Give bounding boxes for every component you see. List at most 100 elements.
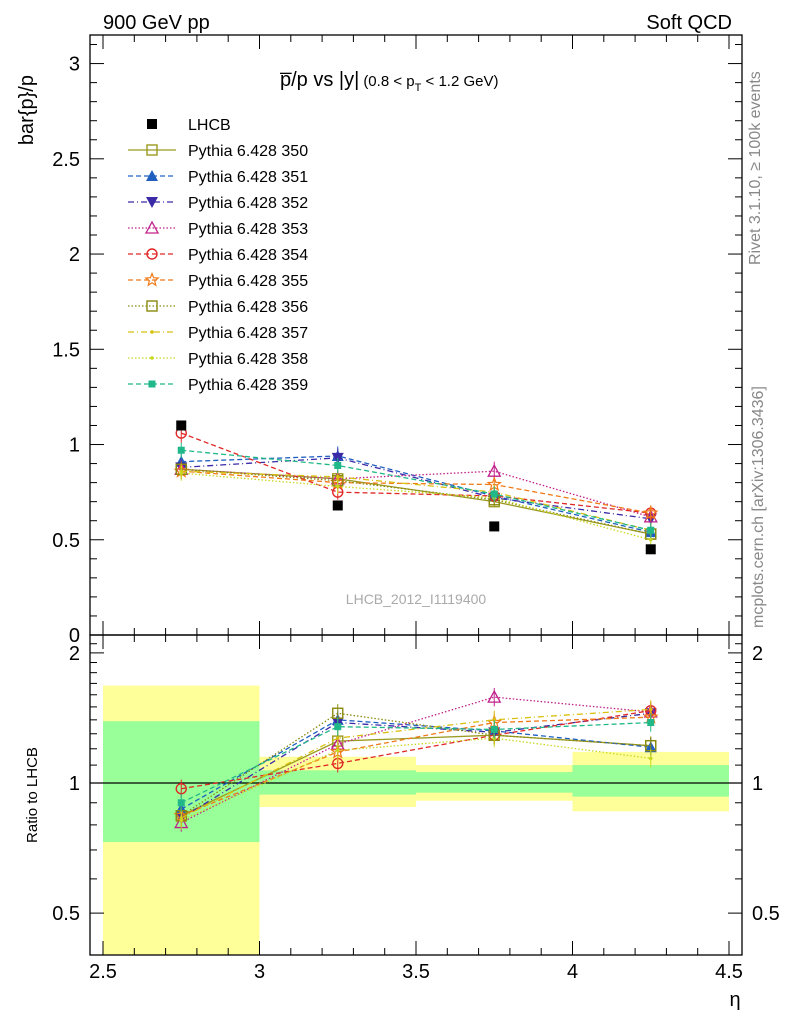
ratio-y-tick-label: 0.5 (52, 903, 80, 925)
legend-label-358: Pythia 6.428 358 (188, 351, 308, 368)
ratio-point-359 (177, 799, 185, 807)
legend-entry-354: Pythia 6.428 354 (128, 247, 308, 264)
data-point-359 (647, 526, 655, 534)
legend-label-lhcb: LHCB (188, 117, 231, 134)
series-line-352 (181, 457, 651, 520)
uncertainty-band-inner (572, 765, 729, 797)
data-point-355 (643, 504, 659, 520)
data-point-359 (334, 461, 342, 469)
ratio-point-356 (645, 739, 657, 752)
legend-entry-357: Pythia 6.428 357 (128, 325, 308, 342)
legend-entry-352: Pythia 6.428 352 (128, 195, 308, 212)
series-351 (175, 446, 657, 540)
legend-entry-lhcb: LHCB (147, 117, 231, 134)
series-lhcb (176, 420, 656, 555)
legend-label-353: Pythia 6.428 353 (188, 221, 308, 238)
ratio-panel: Ratio to LHCB η 2.5 3 3.5 4 4.5 0.5 0.5 1 1 2 2 (24, 634, 780, 1011)
ratio-line-357 (180, 708, 651, 819)
ratio-y-tick-label-right: 1 (752, 773, 763, 795)
y-tick-label: 1.5 (52, 339, 80, 361)
ratio-y-axis-label: Ratio to LHCB (24, 747, 41, 843)
legend-label-356: Pythia 6.428 356 (188, 299, 308, 316)
ratio-point-358 (179, 818, 184, 823)
ratio-point-359 (490, 725, 498, 733)
main-panel: bar{p}/p p̅/p vs |y| (0.8 < pT < 1.2 GeV)… (16, 34, 743, 647)
y-tick-label: 0.5 (52, 530, 80, 552)
x-tick-label: 3.5 (402, 961, 430, 983)
series-line-359 (181, 449, 651, 531)
legend-label-352: Pythia 6.428 352 (188, 195, 308, 212)
legend-label-355: Pythia 6.428 355 (188, 273, 308, 290)
ratio-point-357 (335, 736, 340, 740)
legend-entry-351: Pythia 6.428 351 (128, 169, 308, 186)
mcplots-credit-label: mcplots.cern.ch [arXiv:1306.3436] (750, 386, 767, 628)
legend-entry-355: Pythia 6.428 355 (128, 271, 308, 290)
series-line-354 (181, 432, 651, 514)
legend-entry-358: Pythia 6.428 358 (128, 351, 308, 368)
ratio-point-359 (647, 719, 655, 727)
y-tick-label: 0 (69, 625, 80, 647)
series-line-357 (181, 470, 651, 531)
data-point-lhcb (176, 420, 187, 431)
data-point-358 (335, 484, 340, 489)
ratio-y-tick-label: 1 (69, 773, 80, 795)
x-tick-label: 2.5 (89, 961, 117, 983)
series-359 (177, 442, 655, 538)
legend-marker-351 (146, 170, 158, 181)
legend-label-350: Pythia 6.428 350 (188, 143, 308, 160)
x-tick-label: 4.5 (715, 961, 743, 983)
ratio-point-358 (335, 748, 340, 753)
legend-marker-350 (146, 144, 158, 156)
uncertainty-band-inner (416, 772, 573, 793)
ratio-line-354 (181, 710, 651, 790)
legend: LHCB Pythia 6.428 350 Pythia 6.428 351 Pyth… (128, 117, 308, 394)
data-point-lhcb (645, 544, 656, 555)
legend-marker-353 (144, 220, 160, 234)
legend-label-357: Pythia 6.428 357 (188, 325, 308, 342)
analysis-watermark: LHCB_2012_I1119400 (346, 591, 487, 607)
data-point-359 (177, 446, 185, 454)
x-tick-label: 3 (254, 961, 265, 983)
data-point-lhcb (489, 521, 500, 532)
x-axis-label: η (729, 989, 740, 1011)
legend-label-354: Pythia 6.428 354 (188, 247, 308, 264)
ratio-point-356 (332, 707, 344, 719)
legend-entry-350: Pythia 6.428 350 (128, 143, 308, 160)
header-left: 900 GeV pp (103, 12, 210, 34)
ratio-point-353 (487, 689, 502, 703)
y-tick-label: 2.5 (52, 149, 80, 171)
legend-marker-lhcb (147, 119, 157, 129)
main-title: p̅/p vs |y| (0.8 < pT < 1.2 GeV) (280, 69, 499, 94)
ratio-series-359 (177, 713, 655, 812)
y-tick-label: 2 (69, 244, 80, 266)
header-right: Soft QCD (646, 12, 732, 34)
ratio-line-358 (180, 737, 651, 821)
legend-entry-356: Pythia 6.428 356 (128, 299, 308, 316)
data-point-353 (487, 463, 502, 477)
series-line-356 (181, 468, 651, 535)
ratio-line-356 (180, 712, 651, 817)
ratio-y-tick-label-right: 0.5 (752, 903, 780, 925)
legend-marker-354 (146, 248, 158, 260)
legend-marker-359 (148, 380, 156, 388)
legend-marker-355 (144, 271, 160, 287)
series-line-355 (181, 470, 651, 514)
main-y-axis-label: bar{p}/p (16, 75, 38, 145)
data-point-357 (335, 475, 340, 479)
y-tick-label: 1 (69, 435, 80, 457)
ratio-point-357 (492, 718, 497, 722)
legend-marker-357 (150, 330, 154, 334)
data-point-359 (490, 490, 498, 498)
ratio-point-357 (648, 707, 653, 712)
legend-entry-353: Pythia 6.428 353 (128, 220, 308, 238)
x-tick-label: 4 (567, 961, 578, 983)
legend-entry-359: Pythia 6.428 359 (128, 377, 308, 394)
ratio-point-359 (334, 723, 342, 731)
legend-marker-358 (150, 356, 154, 360)
data-point-358 (179, 471, 184, 475)
ratio-line-351 (180, 719, 651, 810)
y-tick-label: 3 (69, 54, 80, 76)
ratio-y-tick-label-right: 2 (752, 643, 763, 665)
series-354 (175, 423, 657, 521)
